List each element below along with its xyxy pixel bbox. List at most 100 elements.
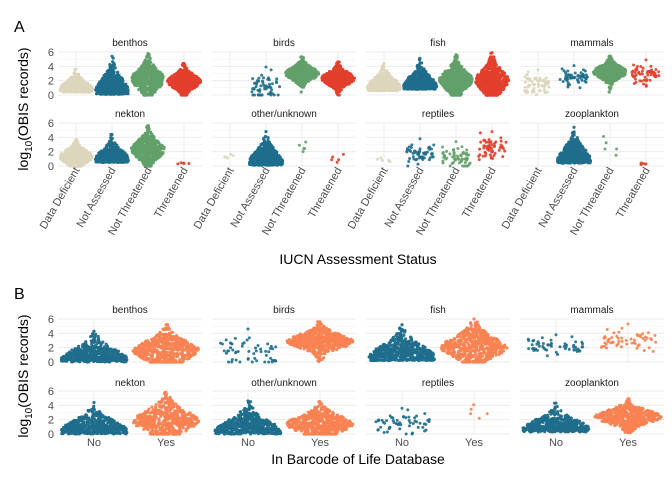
data-point	[458, 81, 462, 86]
data-point	[256, 79, 260, 83]
data-point	[110, 54, 114, 58]
data-point	[179, 85, 183, 89]
data-point	[194, 74, 198, 78]
data-point	[168, 82, 172, 86]
data-point	[392, 85, 396, 89]
data-point	[300, 82, 304, 86]
data-point	[338, 66, 343, 70]
data-point	[427, 85, 431, 89]
data-point	[195, 78, 199, 82]
data-point	[419, 61, 423, 65]
data-point	[374, 80, 379, 85]
data-point	[155, 86, 159, 90]
data-point	[441, 72, 445, 76]
data-point	[426, 80, 430, 84]
data-point	[458, 68, 462, 72]
data-point	[117, 73, 121, 78]
data-point	[341, 72, 345, 76]
data-point	[380, 80, 384, 84]
group-fish-not-assessed	[402, 56, 439, 91]
y-tick-label: 6	[48, 47, 54, 59]
data-point	[453, 76, 457, 80]
data-point	[411, 73, 415, 77]
data-point	[174, 84, 178, 88]
data-point	[122, 91, 127, 95]
data-point	[195, 81, 199, 86]
data-point	[313, 76, 317, 80]
data-point	[105, 78, 109, 82]
data-point	[300, 55, 304, 59]
data-point	[75, 89, 79, 93]
data-point	[142, 73, 147, 77]
data-point	[307, 79, 311, 83]
facet-title-birds: birds	[273, 38, 295, 49]
data-point	[446, 78, 450, 82]
data-point	[68, 89, 72, 94]
data-point	[425, 74, 429, 79]
facet-title-fish: fish	[430, 38, 446, 49]
data-point	[146, 54, 150, 58]
data-point	[185, 79, 189, 83]
data-point	[143, 85, 147, 89]
data-point	[340, 77, 344, 82]
group-benthos-threatened	[166, 61, 203, 97]
facet-title-benthos: benthos	[112, 38, 148, 49]
data-point	[386, 88, 390, 92]
data-point	[491, 55, 495, 59]
data-point	[419, 69, 423, 73]
data-point	[420, 76, 424, 80]
data-point	[185, 74, 189, 78]
data-point	[294, 66, 298, 71]
data-point	[269, 86, 273, 90]
data-point	[142, 93, 146, 97]
data-point	[384, 77, 388, 82]
data-point	[334, 64, 338, 68]
data-point	[72, 77, 76, 81]
data-point	[160, 73, 164, 77]
data-point	[252, 93, 256, 97]
data-point	[345, 72, 350, 76]
data-point	[108, 84, 112, 88]
data-point	[296, 62, 300, 67]
data-point	[74, 67, 78, 71]
data-point	[278, 85, 282, 89]
data-point	[382, 61, 386, 66]
data-point	[378, 89, 382, 93]
data-point	[260, 73, 264, 77]
data-point	[170, 76, 174, 80]
data-point	[146, 51, 150, 56]
data-point	[121, 79, 125, 83]
data-point	[422, 79, 426, 84]
data-point	[418, 56, 422, 61]
data-point	[331, 82, 335, 87]
data-point	[420, 83, 424, 87]
data-point	[336, 60, 340, 64]
data-point	[257, 76, 261, 80]
data-point	[86, 81, 90, 85]
data-point	[415, 63, 420, 68]
data-point	[410, 77, 414, 81]
data-point	[406, 87, 410, 91]
data-point	[173, 73, 177, 77]
data-point	[410, 81, 415, 85]
data-point	[157, 73, 161, 78]
data-point	[455, 82, 459, 87]
data-point	[111, 88, 115, 93]
data-point	[108, 71, 112, 76]
data-point	[397, 82, 401, 86]
data-point	[259, 84, 263, 88]
data-point	[190, 71, 194, 76]
data-point	[452, 59, 456, 64]
data-point	[323, 75, 327, 79]
group-benthos-not-assessed	[94, 54, 130, 96]
facet-fish: fish	[365, 38, 510, 97]
data-point	[266, 76, 270, 80]
data-point	[301, 76, 305, 80]
data-point	[295, 81, 299, 85]
data-point	[153, 89, 157, 93]
data-point	[179, 92, 184, 96]
data-point	[79, 88, 83, 92]
data-point	[431, 83, 435, 87]
data-point	[73, 71, 77, 75]
